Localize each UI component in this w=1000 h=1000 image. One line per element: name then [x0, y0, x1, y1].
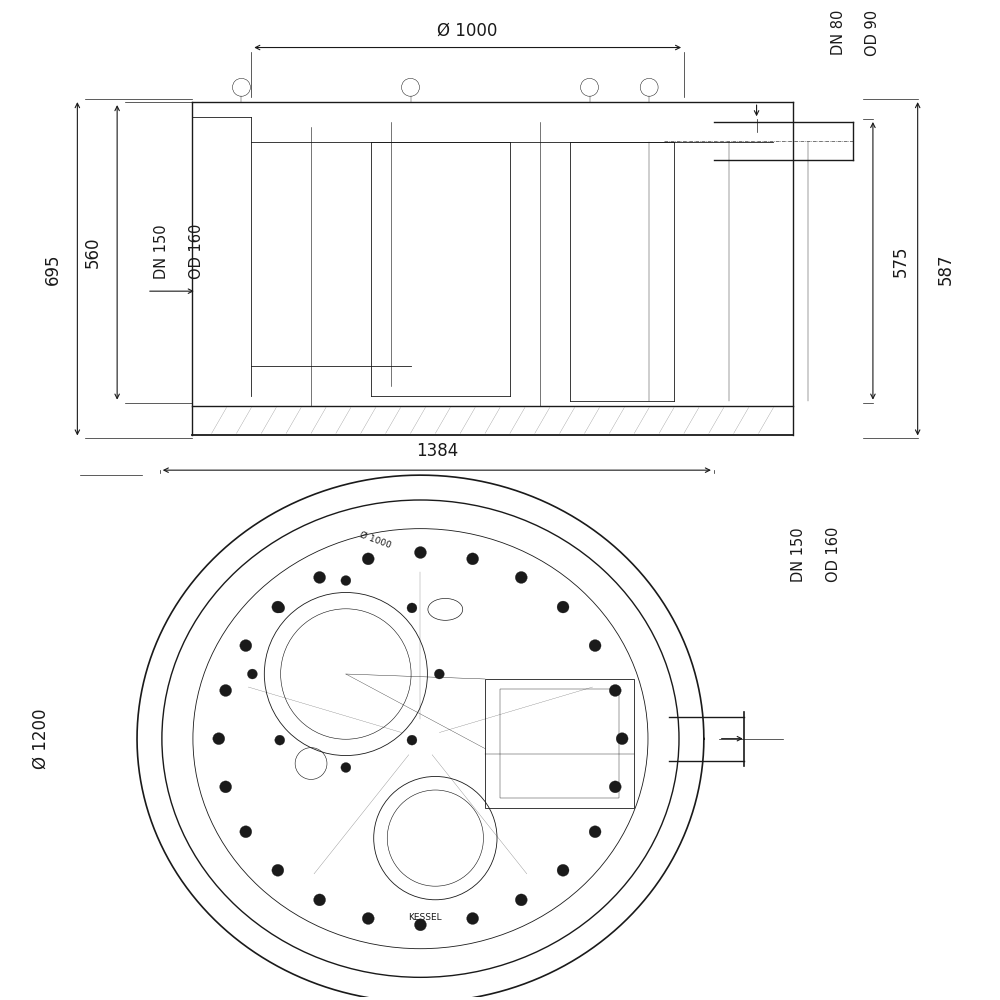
Circle shape	[589, 640, 601, 652]
Circle shape	[515, 571, 527, 583]
Circle shape	[247, 669, 257, 679]
Circle shape	[240, 640, 252, 652]
Text: KESSEL: KESSEL	[409, 913, 442, 922]
Text: 1384: 1384	[416, 442, 458, 460]
Circle shape	[341, 763, 351, 772]
Circle shape	[616, 733, 628, 745]
Circle shape	[314, 571, 326, 583]
Text: OD 90: OD 90	[865, 10, 880, 56]
Text: DN 150: DN 150	[791, 527, 806, 582]
Circle shape	[272, 864, 284, 876]
Text: 587: 587	[937, 253, 955, 285]
Circle shape	[414, 547, 426, 558]
Circle shape	[362, 553, 374, 565]
Text: Ø 1200: Ø 1200	[32, 708, 50, 769]
Circle shape	[414, 919, 426, 931]
Text: DN 150: DN 150	[154, 224, 169, 279]
Circle shape	[220, 685, 232, 696]
Circle shape	[275, 603, 285, 613]
Circle shape	[213, 733, 225, 745]
Text: Ø 1000: Ø 1000	[437, 22, 498, 40]
Circle shape	[557, 601, 569, 613]
Circle shape	[362, 913, 374, 924]
Text: 695: 695	[44, 253, 62, 285]
Text: 575: 575	[892, 245, 910, 277]
Text: 560: 560	[83, 237, 101, 268]
Circle shape	[407, 603, 417, 613]
Circle shape	[515, 894, 527, 906]
Text: OD 160: OD 160	[826, 527, 841, 582]
Circle shape	[407, 735, 417, 745]
Circle shape	[434, 669, 444, 679]
Circle shape	[557, 864, 569, 876]
Circle shape	[589, 826, 601, 838]
Circle shape	[272, 601, 284, 613]
Circle shape	[275, 735, 285, 745]
Circle shape	[609, 685, 621, 696]
Circle shape	[220, 781, 232, 793]
Circle shape	[467, 553, 479, 565]
Text: DN 80: DN 80	[831, 10, 846, 55]
Circle shape	[467, 913, 479, 924]
Text: OD 160: OD 160	[189, 224, 204, 279]
Circle shape	[314, 894, 326, 906]
Text: Ø 1000: Ø 1000	[359, 530, 393, 550]
Circle shape	[609, 781, 621, 793]
Circle shape	[341, 576, 351, 586]
Circle shape	[240, 826, 252, 838]
